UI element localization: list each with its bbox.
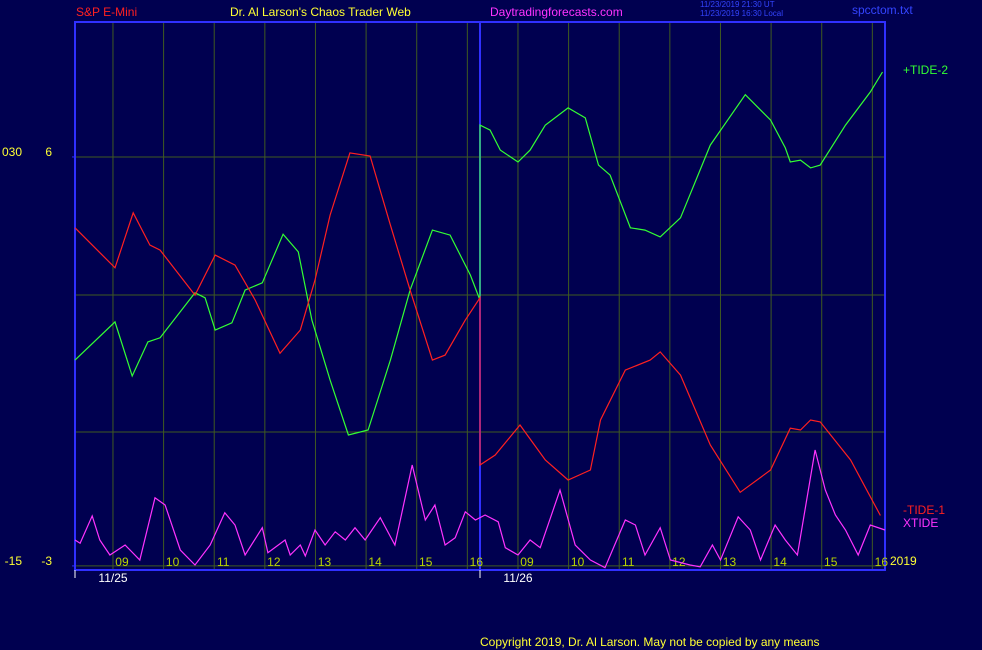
x-tick-label: 12	[267, 555, 281, 569]
series-line	[74, 152, 881, 516]
x-tick-label: 11	[217, 555, 230, 569]
y-tick-label: 6	[45, 145, 52, 159]
timestamp: 11/23/2019 21:30 UT	[700, 0, 775, 9]
x-tick-label: 10	[166, 555, 180, 569]
legend-label: XTIDE	[903, 516, 938, 530]
x-tick-label: 10	[571, 555, 585, 569]
x-tick-label: 15	[824, 555, 838, 569]
x-tick-label: 09	[520, 555, 534, 569]
date-label: 11/25	[98, 571, 127, 585]
site: Daytradingforecasts.com	[490, 5, 623, 19]
series-line	[74, 449, 886, 569]
x-tick-label: 13	[723, 555, 737, 569]
x-tick-label: 16	[470, 555, 484, 569]
date-label: 11/26	[503, 571, 532, 585]
file-name: spcctom.txt	[852, 3, 913, 17]
x-tick-label: 16	[875, 555, 889, 569]
x-tick-label: 15	[419, 555, 433, 569]
grid	[75, 22, 885, 570]
y2-tick-label: 030	[2, 145, 22, 159]
x-tick-label: 11	[622, 555, 635, 569]
legend-label: +TIDE-2	[903, 63, 948, 77]
chart-title: Dr. Al Larson's Chaos Trader Web	[230, 5, 411, 19]
y-tick-label: -3	[41, 554, 52, 568]
copyright: Copyright 2019, Dr. Al Larson. May not b…	[480, 635, 820, 649]
x-tick-label: 14	[773, 555, 787, 569]
symbol: S&P E-Mini	[76, 5, 137, 19]
x-tick-label: 14	[368, 555, 382, 569]
x-tick-label: 13	[318, 555, 332, 569]
series-line	[74, 71, 884, 436]
x-tick-label: 09	[115, 555, 129, 569]
y2-tick-label: -15	[5, 554, 23, 568]
timestamp: 11/23/2019 16:30 Local	[700, 9, 783, 18]
year: 2019	[890, 554, 917, 568]
legend-label: -TIDE-1	[903, 503, 945, 517]
